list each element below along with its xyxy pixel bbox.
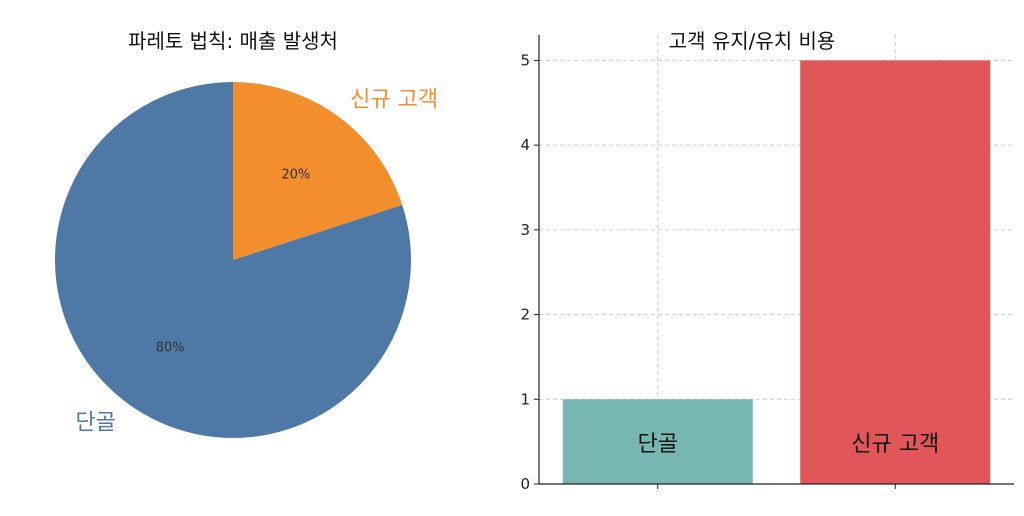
y-tick-label: 3 [520, 221, 530, 239]
pie-slice-new [233, 82, 403, 260]
y-tick-label: 0 [520, 475, 530, 493]
pie-percent-label-regular: 80% [156, 340, 185, 355]
pie-category-label-new: 신규 고객 [350, 88, 438, 113]
bar-chart-panel: 고객 유지/유치 비용 0 1 2 3 4 5 단골 신규 고객 [520, 29, 1014, 493]
bar-chart-labels: 0 1 2 3 4 5 단골 신규 고객 [520, 51, 939, 493]
y-tick-label: 1 [520, 390, 530, 408]
y-tick-label: 4 [520, 136, 530, 154]
pie-chart-title: 파레토 법칙: 매출 발생처 [128, 29, 338, 53]
pie-slice-regular [54, 82, 411, 439]
bar-label-new-customer: 신규 고객 [851, 432, 939, 457]
bar-new-customer [800, 60, 991, 484]
bar-regular [562, 399, 753, 484]
y-tick-label: 5 [520, 51, 530, 69]
pie-category-label-regular: 단골 [75, 410, 115, 435]
bar-label-regular: 단골 [638, 432, 678, 457]
bar-chart-title: 고객 유지/유치 비용 [669, 29, 836, 53]
pie-chart-panel: 파레토 법칙: 매출 발생처 20% 신규 고객 80% 단골 [54, 29, 438, 439]
y-tick-label: 2 [520, 306, 530, 324]
pie-slices [54, 82, 411, 439]
pie-labels: 20% 신규 고객 80% 단골 [75, 88, 438, 436]
bar-chart-axes [534, 35, 1014, 489]
bar-chart-bars [562, 60, 991, 484]
pie-percent-label-new: 20% [281, 168, 310, 183]
